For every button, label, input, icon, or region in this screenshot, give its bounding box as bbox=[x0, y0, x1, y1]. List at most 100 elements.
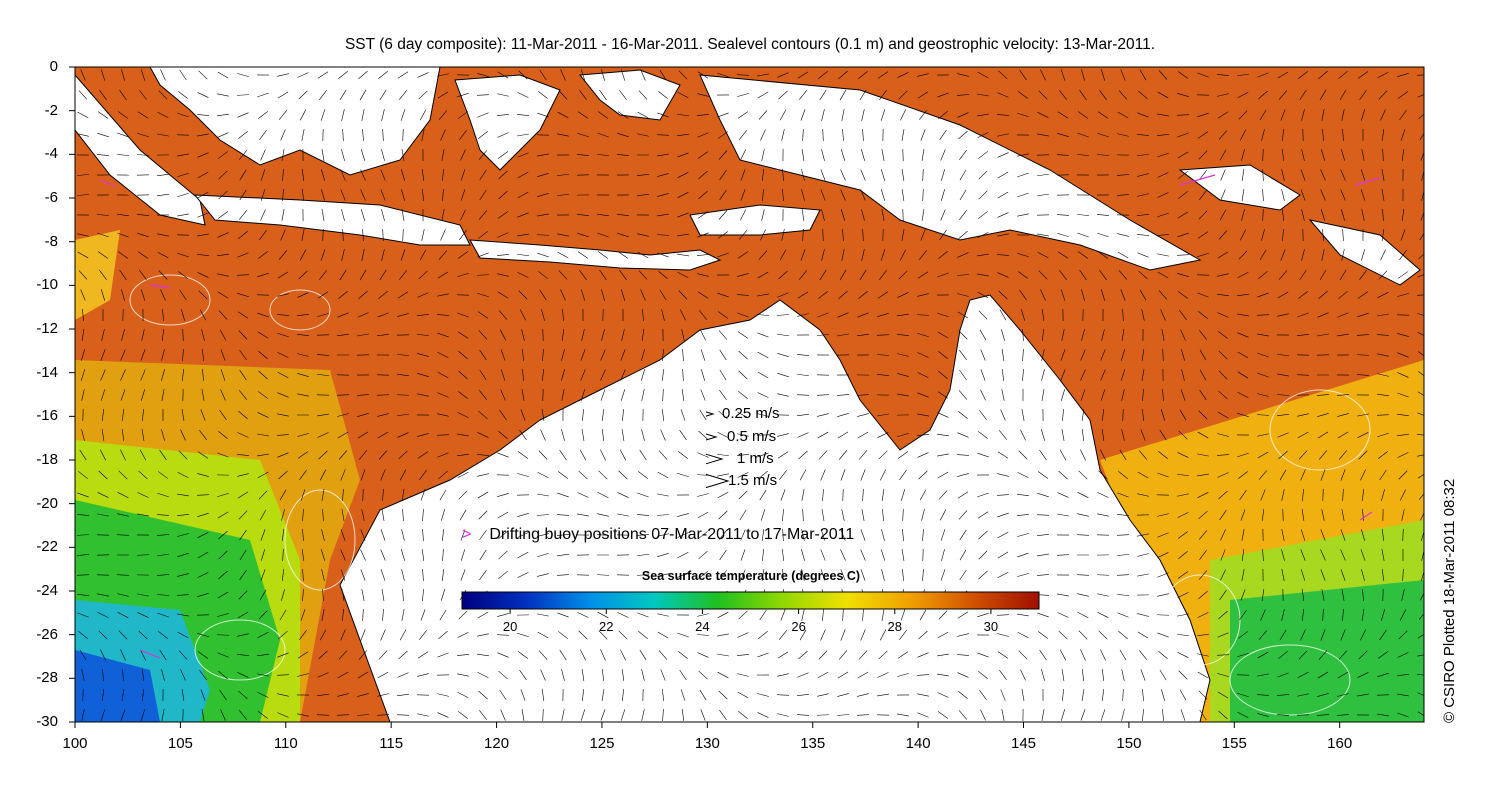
velocity-arrow bbox=[1261, 229, 1265, 241]
velocity-arrow bbox=[1342, 608, 1344, 622]
velocity-arrow bbox=[837, 671, 849, 679]
velocity-arrow bbox=[277, 693, 289, 697]
velocity-arrow bbox=[1199, 709, 1207, 721]
velocity-arrow bbox=[1142, 388, 1144, 402]
velocity-arrow bbox=[259, 230, 267, 240]
velocity-arrow bbox=[297, 713, 309, 717]
velocity-arrow bbox=[979, 689, 987, 701]
velocity-arrow bbox=[677, 253, 689, 257]
velocity-arrow bbox=[1417, 94, 1424, 98]
velocity-arrow bbox=[1341, 589, 1345, 601]
velocity-arrow bbox=[580, 69, 586, 81]
velocity-arrow bbox=[539, 289, 547, 301]
velocity-arrow bbox=[1298, 291, 1308, 299]
velocity-arrow bbox=[520, 689, 526, 701]
velocity-arrow bbox=[697, 652, 709, 658]
velocity-arrow bbox=[1017, 252, 1029, 258]
velocity-arrow bbox=[357, 333, 369, 337]
velocity-arrow bbox=[979, 329, 987, 341]
velocity-arrow bbox=[237, 252, 249, 258]
velocity-arrow bbox=[601, 69, 605, 81]
velocity-arrow bbox=[177, 631, 189, 639]
velocity-arrow bbox=[838, 450, 848, 460]
velocity-arrow bbox=[1118, 471, 1128, 479]
velocity-arrow bbox=[1157, 632, 1169, 638]
velocity-arrow bbox=[740, 209, 746, 221]
velocity-arrow bbox=[161, 389, 165, 401]
velocity-arrow bbox=[521, 329, 525, 341]
velocity-arrow bbox=[1417, 673, 1424, 676]
velocity-arrow bbox=[119, 89, 127, 101]
velocity-arrow bbox=[957, 473, 969, 477]
velocity-arrow bbox=[341, 149, 345, 161]
velocity-arrow bbox=[340, 169, 346, 181]
velocity-arrow bbox=[1059, 90, 1067, 100]
velocity-arrow bbox=[458, 490, 468, 500]
velocity-arrow bbox=[1361, 149, 1365, 161]
velocity-arrow bbox=[498, 550, 508, 560]
velocity-arrow bbox=[697, 232, 709, 238]
velocity-arrow bbox=[677, 212, 689, 218]
velocity-arrow bbox=[321, 209, 325, 221]
velocity-arrow bbox=[597, 111, 609, 119]
velocity-arrow bbox=[77, 111, 89, 119]
velocity-arrow bbox=[997, 152, 1009, 158]
velocity-arrow bbox=[1059, 649, 1067, 661]
velocity-arrow bbox=[277, 371, 289, 379]
velocity-arrow bbox=[197, 651, 209, 659]
velocity-arrow bbox=[517, 512, 529, 518]
y-tick-label: -26 bbox=[36, 625, 58, 643]
velocity-arrow bbox=[717, 112, 729, 118]
velocity-arrow bbox=[941, 549, 945, 561]
velocity-arrow bbox=[281, 209, 285, 221]
velocity-arrow bbox=[561, 329, 565, 341]
velocity-arrow bbox=[1219, 149, 1227, 161]
velocity-arrow bbox=[1356, 354, 1370, 356]
velocity-arrow bbox=[479, 549, 487, 561]
velocity-arrow bbox=[997, 233, 1009, 237]
velocity-arrow bbox=[421, 189, 425, 201]
velocity-arrow bbox=[138, 470, 148, 480]
velocity-arrow bbox=[1397, 433, 1409, 437]
velocity-arrow bbox=[1241, 569, 1245, 581]
velocity-arrow bbox=[437, 392, 449, 398]
velocity-arrow bbox=[881, 609, 885, 621]
velocity-arrow bbox=[1356, 334, 1370, 336]
velocity-arrow bbox=[457, 632, 469, 638]
velocity-arrow bbox=[557, 233, 569, 237]
velocity-arrow bbox=[1177, 613, 1189, 617]
velocity-arrow bbox=[1416, 74, 1424, 76]
velocity-arrow bbox=[281, 509, 285, 521]
velocity-arrow bbox=[316, 354, 330, 356]
velocity-arrow bbox=[517, 191, 529, 199]
velocity-arrow bbox=[321, 529, 325, 541]
velocity-arrow bbox=[297, 292, 309, 298]
velocity-arrow bbox=[1116, 174, 1130, 176]
velocity-arrow bbox=[881, 569, 885, 581]
velocity-arrow bbox=[1040, 429, 1046, 441]
y-tick-label: -22 bbox=[36, 538, 58, 556]
velocity-arrow bbox=[1217, 472, 1229, 478]
velocity-arrow bbox=[559, 449, 567, 461]
velocity-arrow bbox=[1258, 90, 1268, 100]
velocity-arrow bbox=[1262, 548, 1264, 562]
velocity-arrow bbox=[940, 209, 946, 221]
velocity-arrow bbox=[479, 349, 487, 361]
velocity-arrow bbox=[79, 449, 87, 461]
velocity-arrow bbox=[120, 449, 126, 461]
velocity-arrow bbox=[360, 549, 366, 561]
velocity-arrow bbox=[1041, 369, 1045, 381]
velocity-arrow bbox=[917, 693, 929, 697]
velocity-arrow bbox=[1057, 133, 1069, 137]
velocity-arrow bbox=[1357, 693, 1369, 697]
velocity-arrow bbox=[517, 632, 529, 638]
velocity-arrow bbox=[1141, 349, 1145, 361]
velocity-arrow bbox=[977, 452, 989, 458]
velocity-arrow bbox=[397, 71, 409, 79]
velocity-arrow bbox=[860, 529, 866, 541]
velocity-arrow bbox=[937, 631, 949, 639]
velocity-arrow bbox=[822, 609, 824, 621]
velocity-arrow bbox=[438, 250, 448, 260]
velocity-arrow bbox=[136, 214, 150, 216]
y-tick-label: -12 bbox=[36, 320, 58, 337]
